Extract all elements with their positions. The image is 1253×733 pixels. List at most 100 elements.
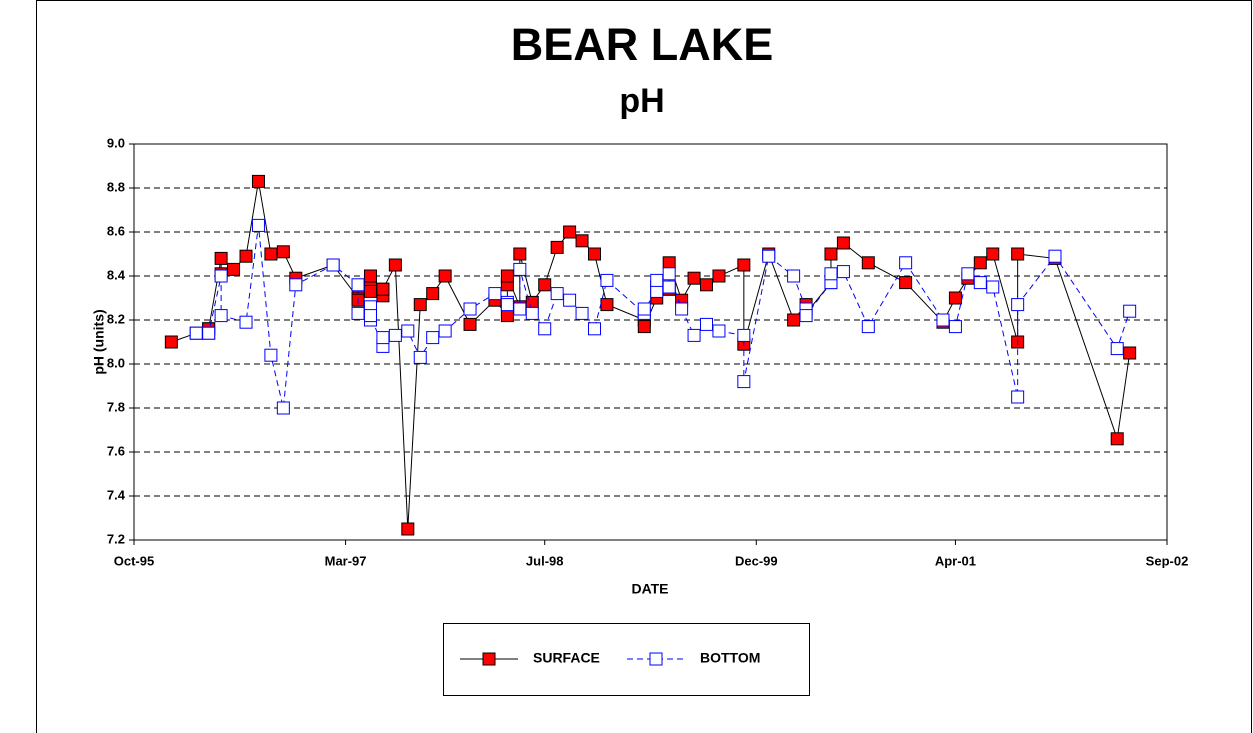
y-tick-label: 8.6 (107, 223, 125, 238)
x-tick-label: Jul-98 (526, 553, 564, 568)
x-tick-label: Sep-02 (1146, 553, 1189, 568)
data-point (700, 278, 714, 292)
data-point (1123, 346, 1137, 360)
data-point (650, 284, 664, 298)
plot-area (133, 143, 1168, 541)
chart-frame (36, 0, 1252, 733)
data-point (500, 269, 514, 283)
data-point (239, 315, 253, 329)
data-point (650, 273, 664, 287)
data-point (413, 298, 427, 312)
data-point (824, 267, 838, 281)
y-tick-label: 8.8 (107, 179, 125, 194)
data-point (388, 258, 402, 272)
data-point (712, 269, 726, 283)
legend-marker (649, 652, 663, 666)
data-point (227, 262, 241, 276)
data-point (899, 256, 913, 270)
data-point (961, 267, 975, 281)
data-point (973, 256, 987, 270)
data-point (538, 278, 552, 292)
data-point (973, 276, 987, 290)
data-point (363, 269, 377, 283)
data-point (762, 249, 776, 263)
data-point (1011, 247, 1025, 261)
data-point (488, 287, 502, 301)
data-point (1123, 304, 1137, 318)
data-point (388, 328, 402, 342)
data-point (737, 258, 751, 272)
data-point (986, 247, 1000, 261)
y-tick-label: 8.4 (107, 267, 126, 282)
y-tick-label: 7.6 (107, 443, 125, 458)
data-point (575, 234, 589, 248)
data-point (787, 313, 801, 327)
data-point (500, 298, 514, 312)
data-point (563, 293, 577, 307)
data-point (239, 249, 253, 263)
data-point (376, 331, 390, 345)
data-point (538, 322, 552, 336)
data-point (289, 278, 303, 292)
data-point (426, 331, 440, 345)
x-axis-label: DATE (631, 581, 668, 597)
chart-subtitle: pH (619, 82, 664, 120)
data-point (587, 322, 601, 336)
x-tick-label: Oct-95 (114, 553, 154, 568)
legend-marker (482, 652, 496, 666)
data-point (575, 306, 589, 320)
x-tick-label: Dec-99 (735, 553, 778, 568)
data-point (426, 287, 440, 301)
data-point (164, 335, 178, 349)
y-tick-label: 8.0 (107, 355, 125, 370)
data-point (438, 324, 452, 338)
data-point (513, 262, 527, 276)
data-point (824, 247, 838, 261)
data-point (563, 225, 577, 239)
y-tick-label: 7.8 (107, 399, 125, 414)
x-tick-label: Mar-97 (325, 553, 367, 568)
data-point (550, 287, 564, 301)
data-point (986, 280, 1000, 294)
y-tick-label: 7.2 (107, 531, 125, 546)
legend-label: BOTTOM (700, 650, 760, 666)
data-point (737, 375, 751, 389)
data-point (899, 276, 913, 290)
data-point (587, 247, 601, 261)
data-point (687, 328, 701, 342)
data-point (326, 258, 340, 272)
data-point (1048, 249, 1062, 263)
data-point (787, 269, 801, 283)
data-point (214, 309, 228, 323)
data-point (550, 240, 564, 254)
data-point (936, 313, 950, 327)
chart-title: BEAR LAKE (511, 19, 774, 70)
y-tick-label: 9.0 (107, 135, 125, 150)
data-point (1011, 390, 1025, 404)
data-point (948, 291, 962, 305)
data-point (836, 236, 850, 250)
data-point (687, 271, 701, 285)
data-point (600, 298, 614, 312)
data-point (675, 302, 689, 316)
data-point (189, 326, 203, 340)
y-tick-label: 7.4 (107, 487, 126, 502)
data-point (463, 317, 477, 331)
data-point (438, 269, 452, 283)
data-point (662, 267, 676, 281)
x-tick-label: Apr-01 (935, 553, 976, 568)
data-point (363, 309, 377, 323)
data-point (463, 302, 477, 316)
data-point (525, 306, 539, 320)
data-point (737, 328, 751, 342)
data-point (202, 326, 216, 340)
data-point (351, 278, 365, 292)
data-point (214, 251, 228, 265)
y-tick-label: 8.2 (107, 311, 125, 326)
y-axis-label: pH (units) (91, 309, 107, 374)
data-point (276, 401, 290, 415)
data-point (637, 320, 651, 334)
data-point (363, 284, 377, 298)
data-point (513, 247, 527, 261)
